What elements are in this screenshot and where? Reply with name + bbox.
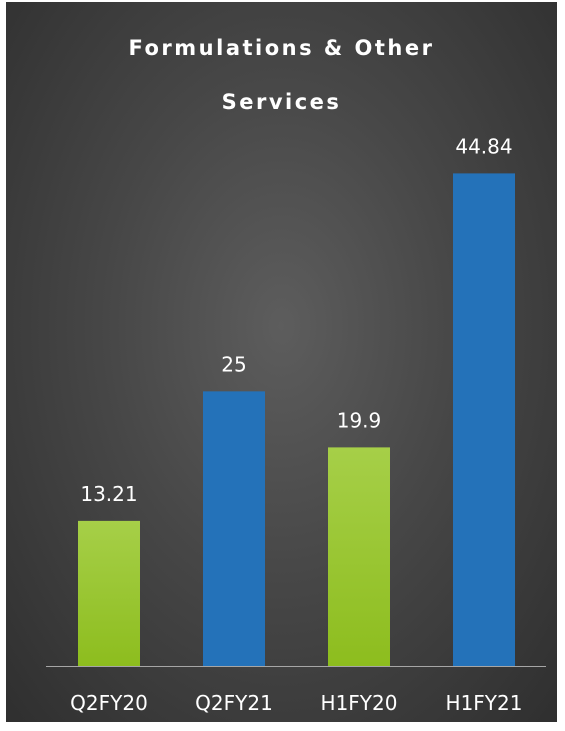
bar-q2fy20 (78, 520, 140, 666)
labels-layer: 13.21 Q2FY20 25 Q2FY21 19.9 H1FY20 44.84 H1FY21 (70, 134, 522, 715)
x-tick-label-q2fy21: Q2FY21 (195, 691, 273, 715)
chart-title-line-2: Services (221, 90, 342, 114)
chart-panel: Formulations & Other Services 13.21 Q2FY2… (6, 2, 557, 722)
bars-layer (78, 173, 515, 666)
bar-h1fy21 (453, 173, 515, 666)
data-label-q2fy21: 25 (221, 352, 246, 376)
data-label-h1fy20: 19.9 (337, 408, 382, 432)
data-label-h1fy21: 44.84 (455, 134, 512, 158)
x-tick-label-h1fy20: H1FY20 (321, 691, 398, 715)
bar-q2fy21 (203, 391, 265, 666)
bar-h1fy20 (328, 447, 390, 666)
x-tick-label-h1fy21: H1FY21 (446, 691, 523, 715)
data-label-q2fy20: 13.21 (80, 482, 137, 506)
x-tick-label-q2fy20: Q2FY20 (70, 691, 148, 715)
chart-title-line-1: Formulations & Other (128, 36, 435, 60)
bar-chart: 13.21 Q2FY20 25 Q2FY21 19.9 H1FY20 44.84 H1FY21 (46, 134, 546, 715)
